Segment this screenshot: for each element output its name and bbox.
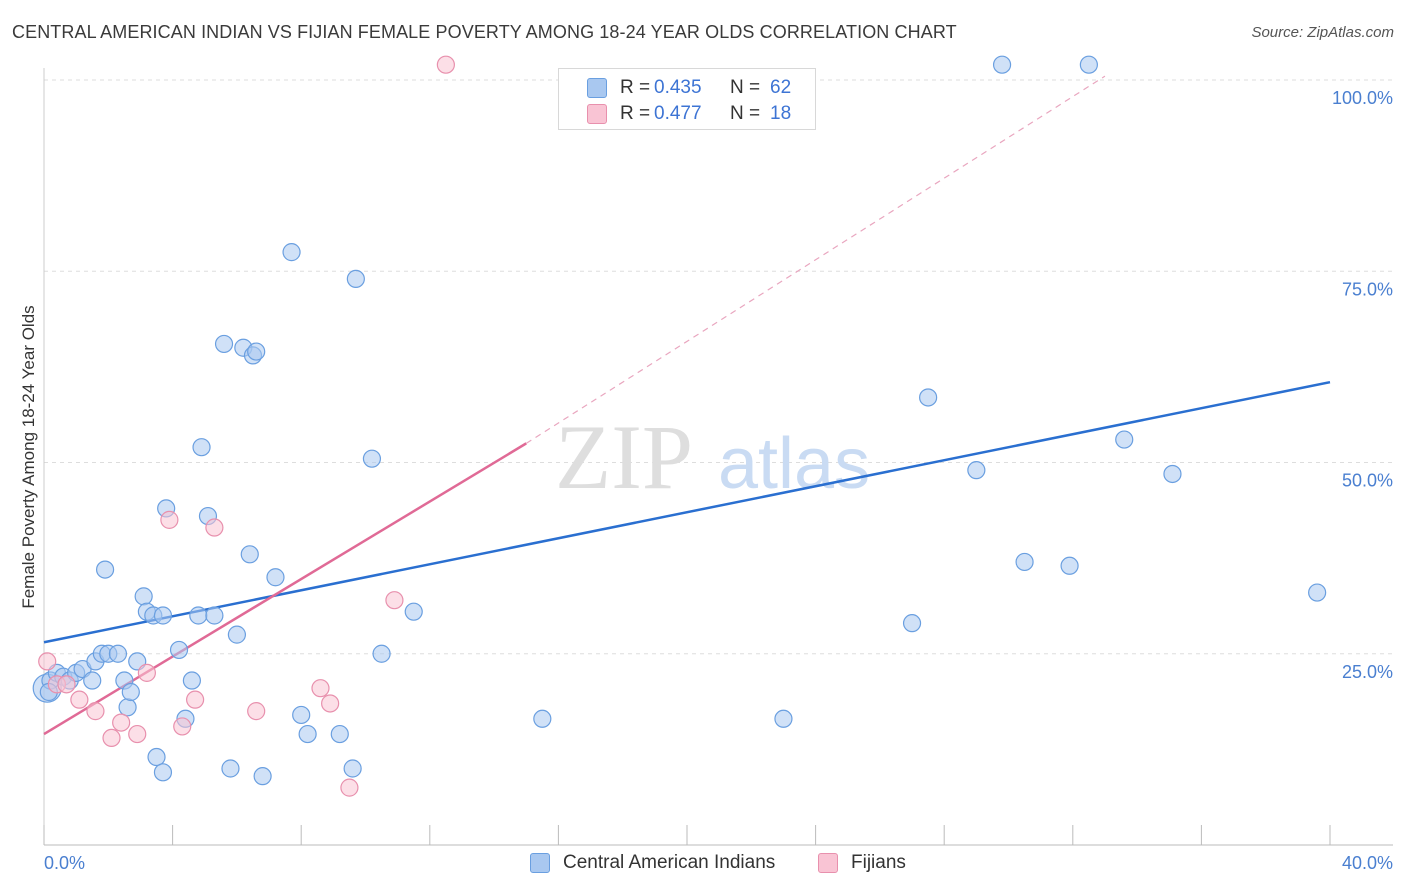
- point-central-american-indians: [214, 334, 234, 354]
- point-fijians: [311, 679, 330, 698]
- point-central-american-indians: [967, 461, 986, 480]
- point-fijians: [247, 702, 266, 721]
- point-central-american-indians: [292, 705, 311, 725]
- point-fijians: [160, 510, 179, 529]
- point-central-american-indians: [121, 682, 140, 702]
- point-central-american-indians: [774, 709, 793, 728]
- legend-r-label: R =: [620, 77, 651, 98]
- y-tick-labels: 25.0% 50.0% 75.0% 100.0%: [1332, 88, 1393, 682]
- point-central-american-indians: [118, 698, 137, 717]
- point-central-american-indians: [227, 625, 246, 644]
- point-fijians: [70, 690, 89, 709]
- grid-lines: [44, 79, 1393, 655]
- point-fijians: [173, 717, 192, 736]
- legend-n-value: 18: [770, 103, 792, 124]
- bottom-legend-swatch-blue: [530, 853, 550, 873]
- point-central-american-indians: [83, 671, 102, 690]
- stats-legend: R = 0.435 N = 62 R = 0.477 N = 18: [558, 68, 816, 130]
- point-central-american-indians: [298, 724, 317, 744]
- bottom-legend-label: Central American Indians: [563, 852, 776, 873]
- legend-r-value: 0.435: [654, 77, 702, 98]
- point-central-american-indians: [1308, 583, 1327, 602]
- point-central-american-indians: [282, 243, 301, 262]
- point-central-american-indians: [902, 614, 922, 633]
- axes: [43, 68, 1393, 846]
- point-central-american-indians: [533, 709, 552, 728]
- point-central-american-indians: [992, 55, 1012, 74]
- point-central-american-indians: [1163, 464, 1182, 484]
- point-central-american-indians: [247, 342, 266, 361]
- point-central-american-indians: [95, 560, 115, 579]
- point-central-american-indians: [362, 449, 382, 468]
- point-central-american-indians: [919, 388, 938, 407]
- trend-line-central-american-indians: [43, 380, 1331, 644]
- point-central-american-indians: [253, 767, 272, 786]
- point-central-american-indians: [134, 587, 153, 606]
- point-fijians: [38, 652, 57, 671]
- point-central-american-indians: [1079, 55, 1098, 74]
- point-central-american-indians: [404, 602, 423, 621]
- point-central-american-indians: [240, 545, 259, 564]
- trend-line-fijians: [43, 442, 527, 736]
- point-central-american-indians: [346, 269, 365, 288]
- point-central-american-indians: [221, 759, 240, 778]
- point-fijians: [436, 55, 455, 74]
- point-central-american-indians: [189, 606, 208, 625]
- watermark: ZIP atlas: [555, 406, 870, 508]
- legend-swatch-pink: [587, 104, 607, 124]
- legend-swatch-blue: [587, 78, 607, 98]
- y-tick-label-50: 50.0%: [1342, 471, 1393, 491]
- bottom-legend-label: Fijians: [851, 852, 906, 873]
- point-fijians: [205, 518, 224, 537]
- x-tick-min: 0.0%: [44, 853, 85, 873]
- point-fijians: [321, 694, 340, 713]
- point-fijians: [102, 728, 121, 748]
- legend-r-label: R =: [620, 103, 651, 124]
- point-fijians: [137, 663, 156, 682]
- point-central-american-indians: [1115, 430, 1134, 449]
- watermark-atlas: atlas: [718, 424, 870, 504]
- y-tick-label-100: 100.0%: [1332, 88, 1393, 108]
- point-central-american-indians: [1015, 552, 1034, 572]
- legend-r-value: 0.477: [654, 103, 702, 124]
- point-fijians: [385, 591, 404, 610]
- source-credit: Source: ZipAtlas.com: [1251, 24, 1394, 41]
- point-central-american-indians: [153, 606, 173, 625]
- y-tick-label-25: 25.0%: [1342, 662, 1393, 682]
- x-tick-max: 40.0%: [1342, 853, 1393, 873]
- point-central-american-indians: [372, 644, 391, 663]
- point-fijians: [186, 690, 205, 709]
- point-fijians: [57, 675, 76, 694]
- point-central-american-indians: [1060, 556, 1079, 575]
- bottom-legend-swatch-pink: [818, 853, 838, 873]
- point-central-american-indians: [108, 644, 128, 663]
- legend-n-label: N =: [730, 77, 761, 98]
- point-central-american-indians: [192, 438, 211, 457]
- y-tick-label-75: 75.0%: [1342, 279, 1393, 299]
- point-central-american-indians: [343, 759, 362, 778]
- point-central-american-indians: [153, 763, 173, 782]
- watermark-zip: ZIP: [555, 406, 693, 508]
- legend-n-label: N =: [730, 103, 761, 124]
- point-central-american-indians: [205, 606, 224, 625]
- series-fijians: [38, 55, 455, 797]
- point-central-american-indians: [147, 747, 166, 767]
- point-central-american-indians: [330, 724, 349, 744]
- legend-n-value: 62: [770, 77, 792, 98]
- point-fijians: [86, 702, 105, 721]
- point-central-american-indians: [169, 640, 189, 660]
- point-fijians: [112, 713, 131, 732]
- point-central-american-indians: [266, 568, 285, 587]
- point-fijians: [340, 778, 359, 797]
- trend-extension-fijians: [525, 75, 1106, 444]
- point-fijians: [128, 724, 147, 744]
- chart-title: CENTRAL AMERICAN INDIAN VS FIJIAN FEMALE…: [12, 22, 957, 42]
- point-central-american-indians: [182, 671, 201, 690]
- y-axis-label: Female Poverty Among 18-24 Year Olds: [19, 305, 38, 608]
